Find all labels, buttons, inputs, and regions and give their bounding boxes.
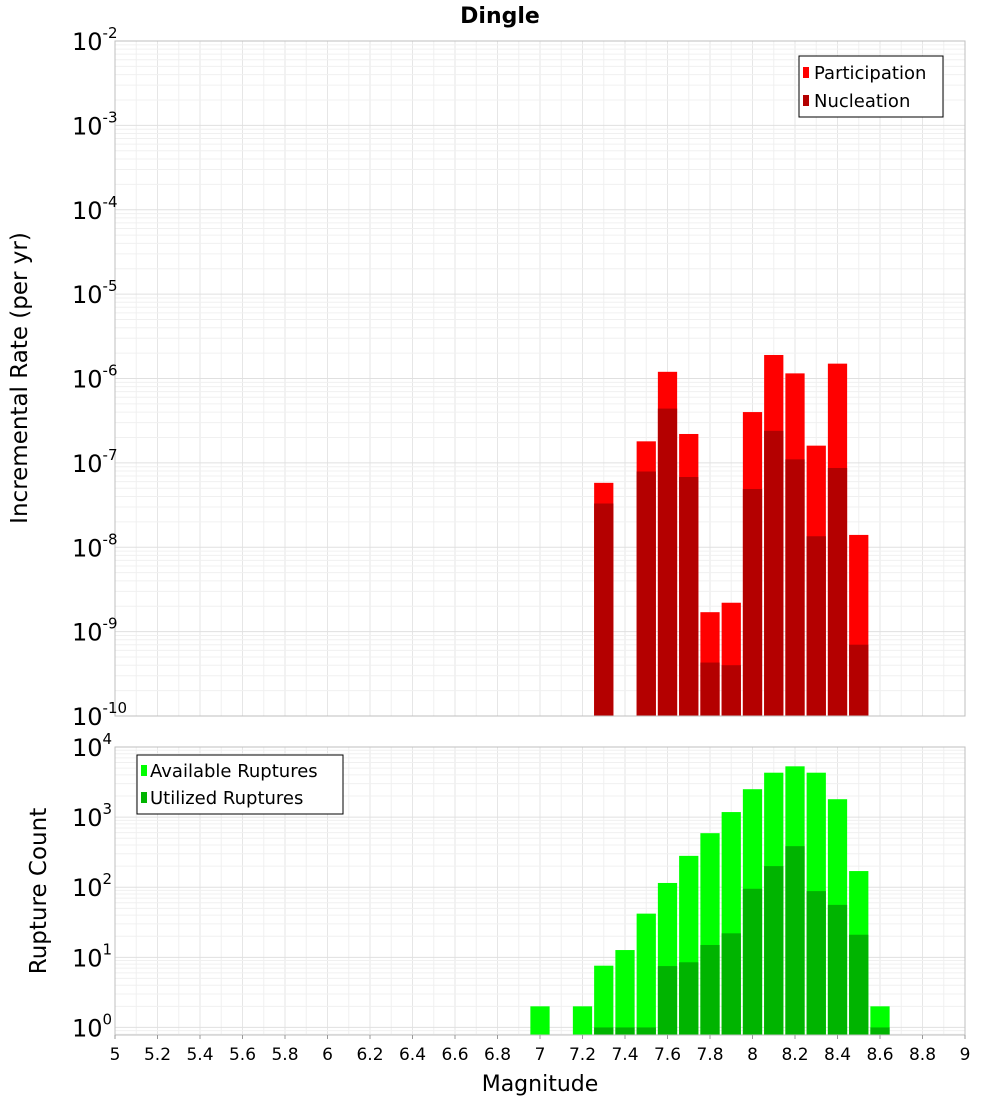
x-tick-label: 6.2 [356,1045,383,1065]
rate-plot-frame [114,40,966,717]
x-tick-label: 6.4 [399,1045,426,1065]
x-tick-label: 7.8 [696,1045,723,1065]
nucleation-bar [827,467,848,716]
rate-y-tick-label: 10-8 [72,530,118,562]
utilized-ruptures-bar [870,1027,890,1035]
x-tick-label: 5.6 [229,1045,256,1065]
x-tick-label: 5.2 [144,1045,171,1065]
nucleation-bar [721,665,741,716]
count-bars [530,766,890,1035]
utilized-legend-swatch [141,792,147,803]
count-y-tick-label: 104 [72,730,112,762]
x-tick-label: 7.2 [569,1045,596,1065]
rate-legend-box [798,55,944,118]
chart-title: Dingle [460,4,540,29]
x-tick-label: 9 [960,1045,971,1065]
x-tick-label: 5.4 [186,1045,213,1065]
rate-bars [594,354,869,716]
count-legend: Available Ruptures Utilized Ruptures [136,754,344,815]
rate-y-ticks: 10-10 10-9 10-8 10-7 10-6 10-5 10-4 10-3 10-2 [72,24,127,731]
rate-y-tick-label: 10-7 [72,446,118,478]
count-y-tick-label: 101 [72,940,112,972]
nucleation-bar [806,536,826,716]
utilized-ruptures-bar [657,966,678,1035]
utilized-ruptures-bar [806,891,826,1035]
rate-panel: 10-10 10-9 10-8 10-7 10-6 10-5 10-4 10-3 10-2 In… [7,24,966,731]
utilized-ruptures-bar [827,904,848,1035]
count-y-ticks: 100 101 102 103 104 [72,730,112,1042]
rate-y-axis-label: Incremental Rate (per yr) [7,232,33,524]
nucleation-bar [700,662,720,716]
count-y-tick-label: 103 [72,800,112,832]
nucleation-bar [785,459,805,716]
count-legend-box [136,754,344,815]
rate-y-tick-label: 10-10 [72,699,127,731]
nucleation-legend-swatch [803,95,809,106]
rate-y-tick-label: 10-3 [72,108,118,140]
available-legend-swatch [141,765,147,776]
utilized-ruptures-bar [785,846,805,1035]
utilized-ruptures-bar [849,934,869,1035]
utilized-ruptures-bar [679,962,699,1035]
x-tick-label: 7.4 [611,1045,638,1065]
count-y-tick-label: 102 [72,870,112,902]
nucleation-bar [742,489,763,716]
participation-legend-swatch [803,67,809,78]
count-y-tick-label: 100 [72,1010,112,1042]
x-tick-label: 6.6 [441,1045,468,1065]
utilized-ruptures-bar [721,933,741,1035]
available-ruptures-bar [572,1006,593,1035]
magnitude-x-axis-label: Magnitude [482,1072,599,1097]
nucleation-bar [764,430,784,716]
participation-legend-label: Participation [814,63,926,84]
utilized-ruptures-bar [636,1027,656,1035]
rate-y-tick-label: 10-4 [72,193,118,225]
utilized-ruptures-bar [700,944,720,1035]
available-ruptures-bar [594,965,614,1035]
x-tick-label: 5 [110,1045,121,1065]
count-panel: 100 101 102 103 104 5 5.2 5.4 5.6 5.8 6 6.2 6.4 6.6 6… [26,730,970,1097]
utilized-ruptures-bar [594,1027,614,1035]
utilized-ruptures-bar [742,888,763,1035]
available-ruptures-bar [615,950,635,1035]
x-tick-label: 5.8 [271,1045,298,1065]
x-tick-label: 8.2 [781,1045,808,1065]
x-tick-label: 6 [322,1045,333,1065]
available-legend-label: Available Ruptures [150,761,318,782]
rate-y-tick-label: 10-9 [72,615,118,647]
count-y-axis-label: Rupture Count [26,808,52,974]
x-tick-label: 8.4 [824,1045,851,1065]
utilized-ruptures-bar [615,1027,635,1035]
utilized-legend-label: Utilized Ruptures [150,788,303,809]
nucleation-bar [849,644,869,716]
rate-gridlines [114,40,966,717]
nucleation-bar [636,471,656,716]
nucleation-bar [657,408,678,716]
rate-y-tick-label: 10-6 [72,362,118,394]
x-tick-label: 7 [535,1045,546,1065]
nucleation-bar [679,477,699,716]
x-tick-label: 7.6 [654,1045,681,1065]
available-ruptures-bar [530,1006,550,1035]
x-tick-label: 6.8 [484,1045,511,1065]
rate-y-tick-label: 10-5 [72,277,118,309]
utilized-ruptures-bar [764,866,784,1035]
x-tick-label: 8 [747,1045,758,1065]
nucleation-legend-label: Nucleation [814,91,910,112]
magnitude-x-ticks: 5 5.2 5.4 5.6 5.8 6 6.2 6.4 6.6 6.8 7 7.2 7.4 7.6 7.8 8… [110,1035,971,1065]
rate-y-tick-label: 10-2 [72,24,118,56]
x-tick-label: 8.8 [909,1045,936,1065]
rate-legend: Participation Nucleation [798,55,944,118]
available-ruptures-bar [636,913,656,1035]
nucleation-bar [594,503,614,716]
x-tick-label: 8.6 [866,1045,893,1065]
